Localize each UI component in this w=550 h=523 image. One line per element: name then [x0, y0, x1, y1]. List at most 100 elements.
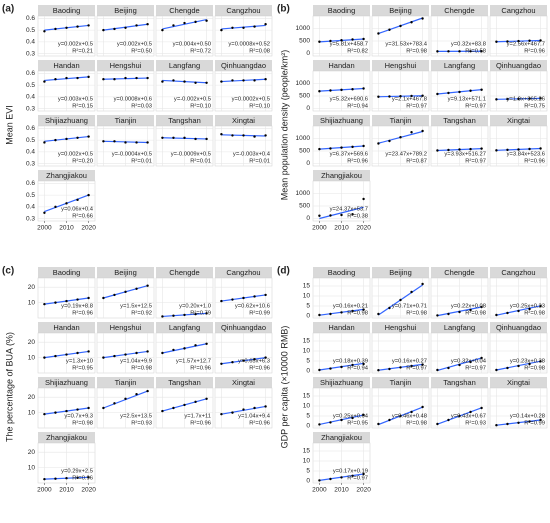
point	[87, 135, 90, 138]
point	[113, 293, 116, 297]
x-tick-label: 2010	[334, 225, 349, 232]
equation: y=1.04x+9.9	[120, 359, 152, 365]
point	[102, 406, 105, 410]
facet-title: Baoding	[53, 6, 81, 15]
point	[495, 149, 498, 152]
y-tick-label: 0.6	[26, 125, 35, 132]
equation: y=0.16x+0.27	[392, 359, 427, 365]
facet-title: Langfang	[444, 61, 475, 70]
facet-title: Cangzhou	[226, 6, 260, 15]
point	[495, 40, 498, 43]
point	[469, 147, 472, 151]
facet-title: Cangzhou	[226, 268, 260, 277]
r-squared: R²=0.15	[72, 104, 93, 110]
point	[421, 282, 424, 286]
equation: y=0.22x+0.08	[451, 304, 486, 310]
strip	[431, 115, 488, 126]
point	[388, 418, 391, 422]
point	[340, 311, 343, 314]
r-squared: R²=0.98	[347, 311, 368, 317]
point	[183, 403, 186, 407]
r-squared: R²=0.94	[347, 104, 369, 110]
facet-title: Hengshui	[110, 323, 142, 332]
y-axis-title: The percentage of BUA (%)	[4, 332, 14, 442]
equation: y=0.62x+10.6	[235, 304, 270, 310]
strip	[97, 5, 154, 16]
point	[362, 87, 365, 90]
point	[421, 17, 424, 20]
point	[458, 310, 461, 314]
point	[253, 295, 256, 298]
x-tick-label: 2000	[37, 487, 52, 494]
y-tick-label: 10	[28, 299, 36, 306]
facet-title: Xingtai	[507, 378, 530, 387]
strip	[490, 5, 547, 16]
point	[351, 363, 354, 367]
point	[517, 97, 520, 101]
strip	[215, 267, 272, 278]
x-tick-label: 2020	[356, 225, 371, 232]
point	[87, 476, 90, 479]
equation: y=0.002x+0.5	[117, 42, 152, 48]
point	[436, 422, 439, 426]
point	[65, 26, 68, 29]
point	[447, 148, 450, 152]
y-tick-label: 0	[306, 50, 310, 57]
equation: y=3.84x+523.6	[507, 152, 545, 158]
facet-title: Handan	[328, 61, 354, 70]
point	[458, 363, 461, 367]
y-tick-label: 500	[299, 148, 310, 155]
point	[242, 26, 245, 29]
facet-title: Xingtai	[507, 116, 530, 125]
point	[231, 26, 234, 29]
strip	[372, 322, 429, 333]
strip	[431, 5, 488, 16]
point	[340, 146, 343, 149]
point	[528, 39, 531, 42]
point	[399, 298, 402, 302]
point	[194, 312, 197, 316]
r-squared: R²=0.97	[465, 159, 486, 165]
point	[146, 389, 149, 393]
equation: y=0.23x+0.38	[510, 359, 545, 365]
facet-title: Tianjin	[390, 378, 412, 387]
point	[377, 422, 380, 426]
strip	[372, 267, 429, 278]
point	[43, 80, 46, 83]
y-tick-label: 10	[303, 348, 311, 355]
facet-title: Tianjin	[115, 116, 137, 125]
point	[318, 479, 321, 482]
point	[146, 23, 149, 26]
equation: y=-0.003x+0.4	[233, 152, 271, 158]
point	[377, 95, 380, 98]
strip	[372, 377, 429, 388]
strip	[313, 170, 370, 181]
point	[329, 312, 332, 316]
point	[528, 420, 531, 423]
point	[242, 408, 245, 411]
point	[205, 342, 208, 345]
facet-title: Baoding	[328, 6, 356, 15]
point	[102, 78, 105, 81]
point	[318, 423, 321, 426]
point	[399, 414, 402, 418]
point	[54, 27, 57, 31]
y-tick-label: 0.4	[26, 94, 35, 101]
point	[231, 298, 234, 301]
r-squared: R²=0.95	[347, 421, 368, 427]
point	[43, 302, 46, 306]
point	[399, 24, 402, 28]
point	[113, 140, 116, 143]
r-squared: R²=0.10	[190, 104, 211, 110]
point	[539, 147, 542, 150]
facet-title: Beijing	[114, 268, 137, 277]
point	[76, 136, 79, 139]
r-squared: R²=0.98	[406, 311, 427, 317]
r-squared: R²=0.79	[190, 311, 211, 317]
point	[124, 397, 127, 400]
facet-title: Langfang	[169, 323, 200, 332]
point	[528, 362, 531, 366]
y-tick-label: 5	[306, 358, 310, 365]
strip	[38, 432, 95, 443]
point	[495, 313, 498, 317]
